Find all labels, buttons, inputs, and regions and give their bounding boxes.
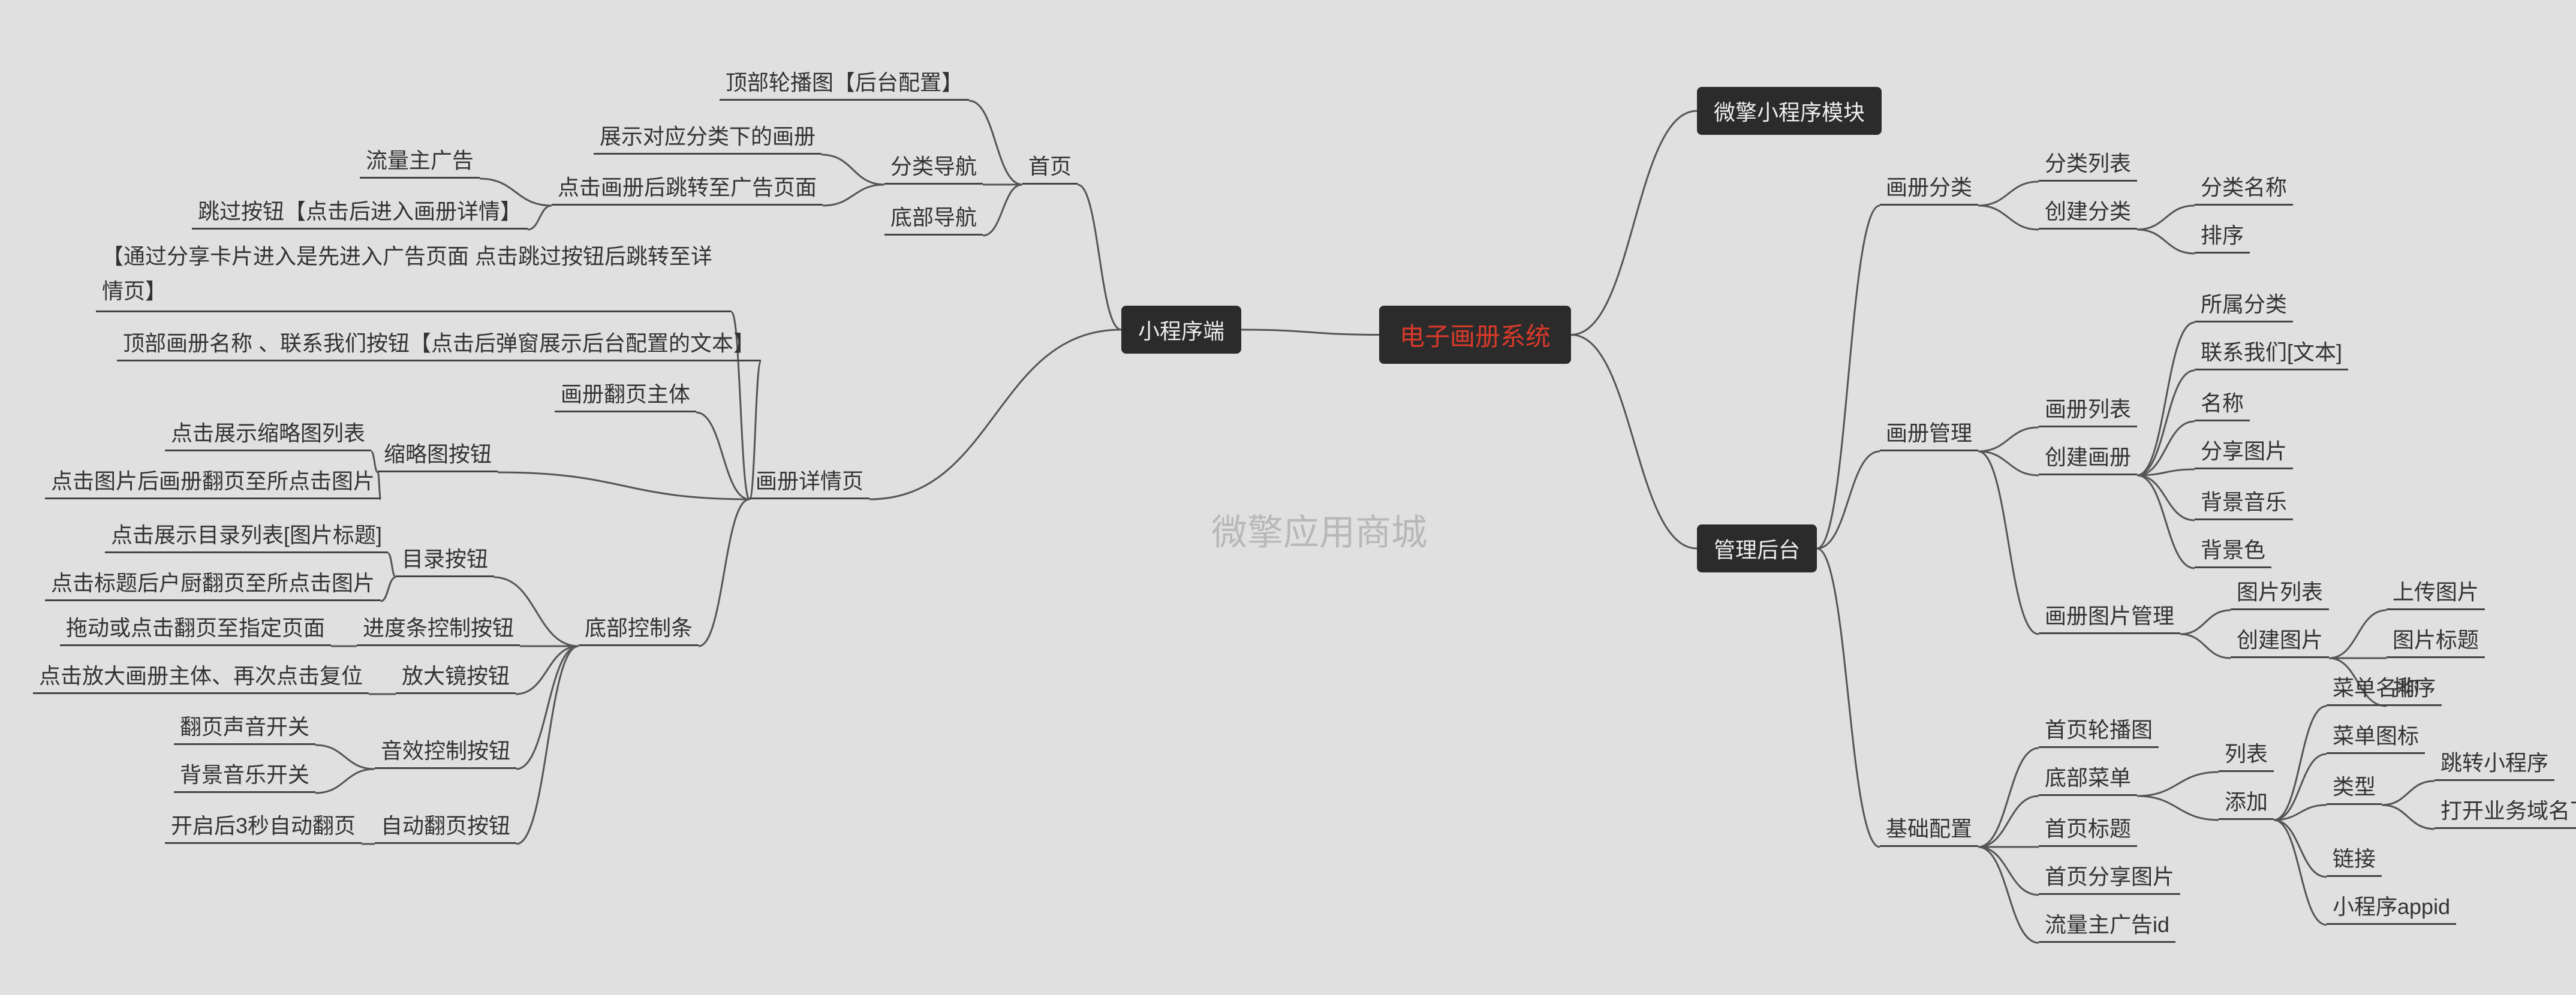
node-detail: 画册详情页 — [750, 462, 869, 499]
node-mgr_con: 联系我们[文本] — [2195, 333, 2348, 370]
node-cat_list: 分类列表 — [2039, 144, 2137, 182]
node-d_thumb: 缩略图按钮 — [378, 435, 498, 472]
node-mgr_bgc: 背景色 — [2195, 530, 2271, 568]
node-d_auto: 自动翻页按钮 — [375, 806, 516, 844]
node-h_bot: 底部导航 — [884, 198, 983, 236]
node-pic_new: 创建图片 — [2231, 620, 2329, 658]
node-d_ctrl: 底部控制条 — [579, 608, 699, 646]
node-d_prog1: 拖动或点击翻页至指定页面 — [60, 608, 331, 646]
node-b_adid: 流量主广告id — [2039, 905, 2175, 943]
node-d_prog: 进度条控制按钮 — [357, 608, 520, 646]
node-d_top: 顶部画册名称 、联系我们按钮【点击后弹窗展示后台配置的文本】 — [117, 324, 761, 361]
node-root: 电子画册系统 — [1379, 306, 1571, 364]
node-d_snd2: 背景音乐开关 — [174, 755, 315, 793]
node-d_th2: 点击图片后画册翻页至所点击图片 — [45, 462, 381, 499]
node-mini: 小程序端 — [1121, 306, 1241, 354]
node-d_share: 【通过分享卡片进入是先进入广告页面 点击跳过按钮后跳转至详情页】 — [96, 237, 732, 312]
node-pic_ttl: 图片标题 — [2387, 620, 2485, 658]
node-h_skip: 跳过按钮【点击后进入画册详情】 — [192, 192, 528, 230]
node-d_snd: 音效控制按钮 — [375, 731, 516, 769]
node-d_auto1: 开启后3秒自动翻页 — [165, 806, 362, 844]
node-b_menu: 底部菜单 — [2039, 758, 2137, 796]
node-module: 微擎小程序模块 — [1697, 87, 1882, 135]
node-h_ad: 流量主广告 — [360, 141, 480, 179]
node-d_snd1: 翻页声音开关 — [174, 707, 315, 745]
node-m_list: 列表 — [2219, 734, 2274, 772]
node-pic: 画册图片管理 — [2039, 596, 2180, 634]
node-b_car: 首页轮播图 — [2039, 710, 2159, 748]
node-d_toc2: 点击标题后户厨翻页至所点击图片 — [45, 563, 381, 601]
node-cat: 画册分类 — [1880, 168, 1978, 206]
node-home: 首页 — [1022, 147, 1078, 185]
node-base: 基础配置 — [1880, 809, 1978, 847]
node-h_show: 展示对应分类下的画册 — [594, 117, 821, 155]
node-m_t2: 打开业务域名下的链接 — [2434, 791, 2576, 829]
node-cat_new: 创建分类 — [2039, 192, 2137, 230]
node-mgr_new: 创建画册 — [2039, 438, 2137, 475]
node-pic_list: 图片列表 — [2231, 572, 2329, 610]
node-pic_up: 上传图片 — [2387, 572, 2485, 610]
node-d_zoom1: 点击放大画册主体、再次点击复位 — [33, 656, 369, 694]
node-mgr_bgm: 背景音乐 — [2195, 483, 2293, 520]
node-mgr_img: 分享图片 — [2195, 432, 2293, 469]
node-mgr_name: 名称 — [2195, 384, 2250, 421]
node-b_title: 首页标题 — [2039, 809, 2137, 847]
node-d_toc1: 点击展示目录列表[图片标题] — [105, 515, 388, 553]
node-d_zoom: 放大镜按钮 — [396, 656, 516, 694]
node-cat_sort: 排序 — [2195, 216, 2250, 254]
node-h_top: 顶部轮播图【后台配置】 — [720, 63, 969, 101]
node-h_nav: 分类导航 — [884, 147, 983, 185]
node-m_t1: 跳转小程序 — [2434, 743, 2554, 781]
watermark-text: 微擎应用商城 — [1211, 503, 1427, 556]
node-m_icon: 菜单图标 — [2327, 716, 2425, 754]
node-d_toc: 目录按钮 — [396, 539, 494, 577]
node-admin: 管理后台 — [1697, 524, 1817, 572]
node-cat_name: 分类名称 — [2195, 168, 2293, 206]
node-d_body: 画册翻页主体 — [555, 375, 696, 412]
node-m_appid: 小程序appid — [2327, 887, 2456, 925]
node-d_th1: 点击展示缩略图列表 — [165, 414, 371, 451]
node-m_type: 类型 — [2327, 767, 2382, 805]
node-m_link: 链接 — [2327, 839, 2382, 877]
node-m_name: 菜单名称 — [2327, 668, 2425, 706]
node-mgr_list: 画册列表 — [2039, 390, 2137, 427]
node-h_jump: 点击画册后跳转至广告页面 — [552, 168, 823, 206]
node-m_add: 添加 — [2219, 782, 2274, 820]
node-b_share: 首页分享图片 — [2039, 857, 2180, 895]
node-mgr: 画册管理 — [1880, 414, 1978, 451]
node-mgr_cat: 所属分类 — [2195, 285, 2293, 322]
